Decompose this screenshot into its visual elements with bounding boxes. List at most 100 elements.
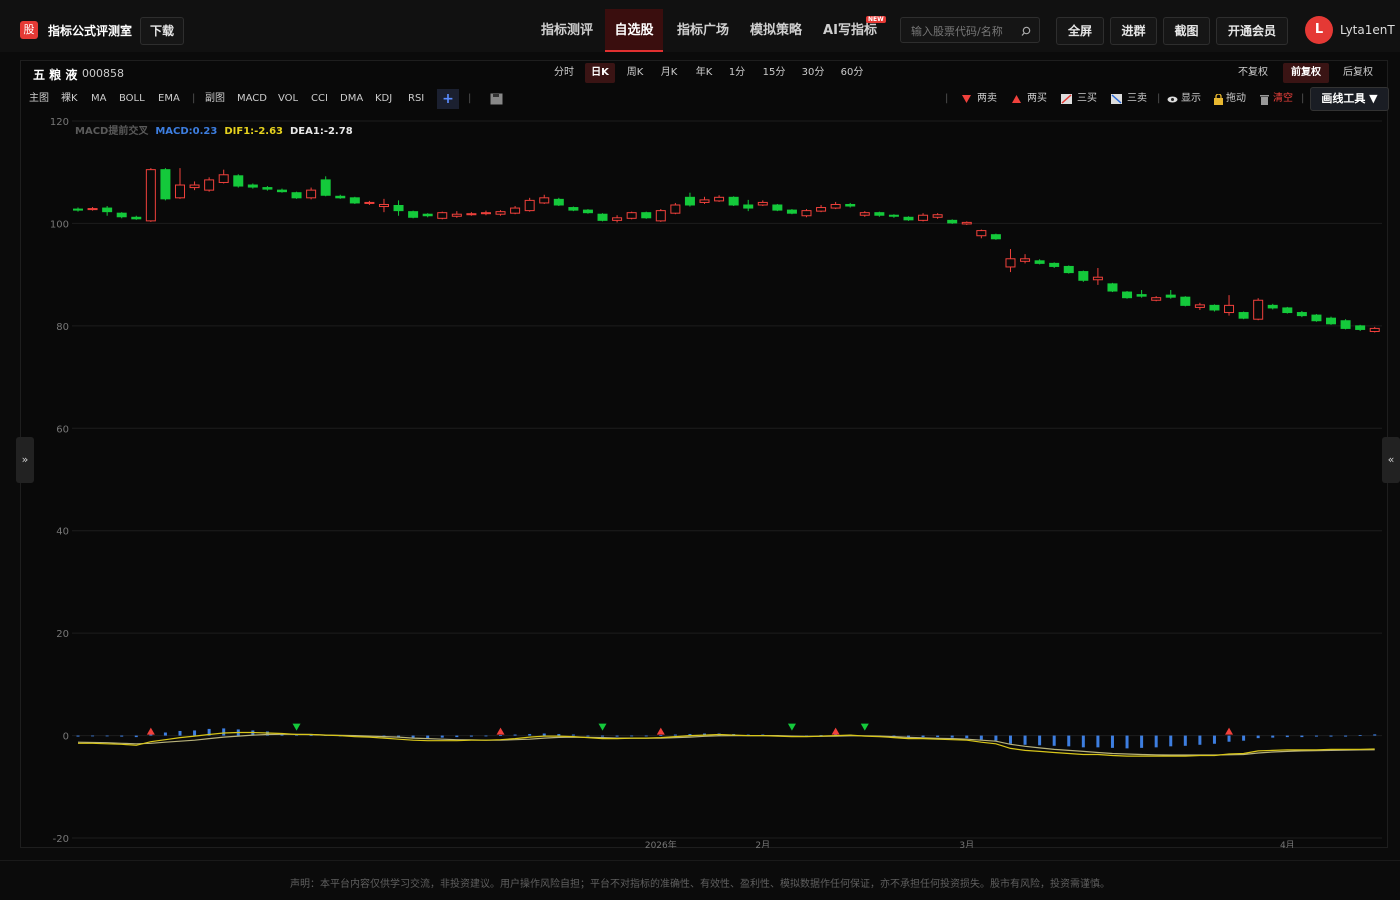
- macd-bar: [1329, 735, 1333, 737]
- draw-button[interactable]: 三买: [1077, 93, 1097, 104]
- candle-body: [859, 212, 870, 216]
- candle-body: [553, 198, 564, 206]
- indicator-button[interactable]: BOLL: [119, 93, 145, 104]
- y-tick-label: 20: [56, 629, 69, 640]
- macd-bar: [1256, 735, 1260, 739]
- macd-bar: [91, 735, 95, 737]
- macd-bar: [644, 735, 648, 737]
- macd-bar: [1358, 735, 1362, 736]
- draw-button[interactable]: 拖动: [1226, 93, 1246, 104]
- search-placeholder: 输入股票代码/名称: [911, 25, 1003, 38]
- candle-body: [204, 179, 215, 191]
- fullscreen-button[interactable]: 全屏: [1056, 17, 1104, 45]
- candle-body: [510, 207, 521, 214]
- macd-bar: [819, 735, 823, 736]
- period-tab[interactable]: 周K: [626, 67, 644, 78]
- separator: |: [192, 93, 196, 104]
- macd-bar: [965, 735, 969, 739]
- separator: |: [1157, 93, 1161, 104]
- brand[interactable]: 指标公式评测室: [48, 24, 133, 38]
- vip-button[interactable]: 开通会员: [1216, 17, 1288, 45]
- period-tab[interactable]: 30分: [801, 67, 825, 78]
- indicator-button[interactable]: MA: [91, 93, 107, 104]
- indicator-button[interactable]: DMA: [340, 93, 364, 104]
- candle-body: [845, 203, 856, 207]
- period-tab[interactable]: 年K: [695, 67, 713, 78]
- candle-body: [349, 197, 360, 204]
- macd-bar: [586, 735, 590, 737]
- period-tab[interactable]: 1分: [728, 67, 746, 78]
- expand-right-button[interactable]: «: [1382, 437, 1400, 483]
- separator: |: [1301, 93, 1305, 104]
- separator: |: [468, 93, 472, 104]
- candle-body: [408, 211, 419, 218]
- macd-bar: [309, 735, 313, 736]
- period-tab[interactable]: 月K: [660, 67, 678, 78]
- clear-button[interactable]: 清空: [1273, 93, 1293, 104]
- indicator-button[interactable]: VOL: [278, 93, 299, 104]
- macd-bar: [76, 735, 80, 737]
- indicator-button[interactable]: RSI: [408, 93, 425, 104]
- candle-body: [1194, 304, 1205, 308]
- period-tab[interactable]: 15分: [762, 67, 786, 78]
- macd-bar: [571, 734, 575, 736]
- candle-body: [582, 209, 593, 214]
- macd-bar: [1212, 735, 1216, 744]
- join-group-button[interactable]: 进群: [1110, 17, 1157, 45]
- period-tab[interactable]: 日K: [585, 63, 615, 83]
- candle-body: [1238, 312, 1249, 319]
- candle-body: [1078, 271, 1089, 281]
- nav-item[interactable]: AI写指标: [823, 23, 877, 38]
- eye-icon: [1167, 96, 1178, 103]
- x-tick-label: 4月: [1280, 840, 1295, 848]
- search-box[interactable]: 输入股票代码/名称: [900, 17, 1040, 43]
- indicator-button[interactable]: 裸K: [61, 93, 78, 104]
- indicator-button[interactable]: KDJ: [375, 93, 393, 104]
- footer-divider: [0, 860, 1400, 861]
- screenshot-button[interactable]: 截图: [1163, 17, 1210, 45]
- macd-bar: [1227, 735, 1231, 742]
- candle-body: [451, 213, 462, 217]
- candle-body: [1253, 299, 1264, 320]
- buy-signal: [656, 727, 665, 735]
- save-icon[interactable]: [490, 93, 503, 105]
- period-tab[interactable]: 60分: [840, 67, 864, 78]
- candle-body: [684, 196, 695, 206]
- candle-body: [102, 207, 113, 213]
- indicator-button[interactable]: MACD: [237, 93, 267, 104]
- indicator-button[interactable]: CCI: [311, 93, 328, 104]
- avatar[interactable]: L: [1305, 16, 1333, 44]
- indicator-button[interactable]: EMA: [158, 93, 180, 104]
- download-button[interactable]: 下载: [140, 17, 184, 45]
- logo[interactable]: 股: [20, 21, 38, 39]
- nav-item[interactable]: 指标测评: [540, 23, 593, 38]
- draw-button[interactable]: 三卖: [1127, 93, 1147, 104]
- period-tab[interactable]: 分时: [554, 67, 574, 78]
- nav-item[interactable]: 模拟策略: [749, 23, 802, 38]
- candle-body: [728, 196, 739, 206]
- user-name[interactable]: Lyta1enT: [1340, 23, 1395, 37]
- draw-button[interactable]: 显示: [1181, 93, 1201, 104]
- adjust-tab[interactable]: 不复权: [1238, 67, 1268, 78]
- expand-left-button[interactable]: »: [16, 437, 34, 483]
- candle-body: [306, 189, 317, 199]
- nav-item[interactable]: 自选股: [605, 9, 663, 52]
- candle-body: [597, 213, 608, 221]
- candle-body: [786, 209, 797, 214]
- adjust-tab[interactable]: 前复权: [1283, 63, 1329, 83]
- draw-button[interactable]: 两卖: [977, 93, 997, 104]
- adjust-tab[interactable]: 后复权: [1343, 67, 1373, 78]
- candle-body: [1326, 317, 1337, 325]
- macd-bar: [528, 734, 532, 736]
- candle-body: [320, 179, 331, 196]
- legend-item: MACD提前交叉: [75, 124, 149, 137]
- candle-body: [612, 217, 623, 221]
- macd-bar: [513, 734, 517, 736]
- nav-item[interactable]: 指标广场: [676, 23, 729, 38]
- add-indicator-button[interactable]: +: [437, 89, 459, 109]
- x-tick-label: 3月: [959, 840, 974, 848]
- buy-signal: [146, 727, 155, 735]
- draw-tool-button[interactable]: 画线工具 ▼: [1310, 87, 1389, 111]
- draw-button[interactable]: 两买: [1027, 93, 1047, 104]
